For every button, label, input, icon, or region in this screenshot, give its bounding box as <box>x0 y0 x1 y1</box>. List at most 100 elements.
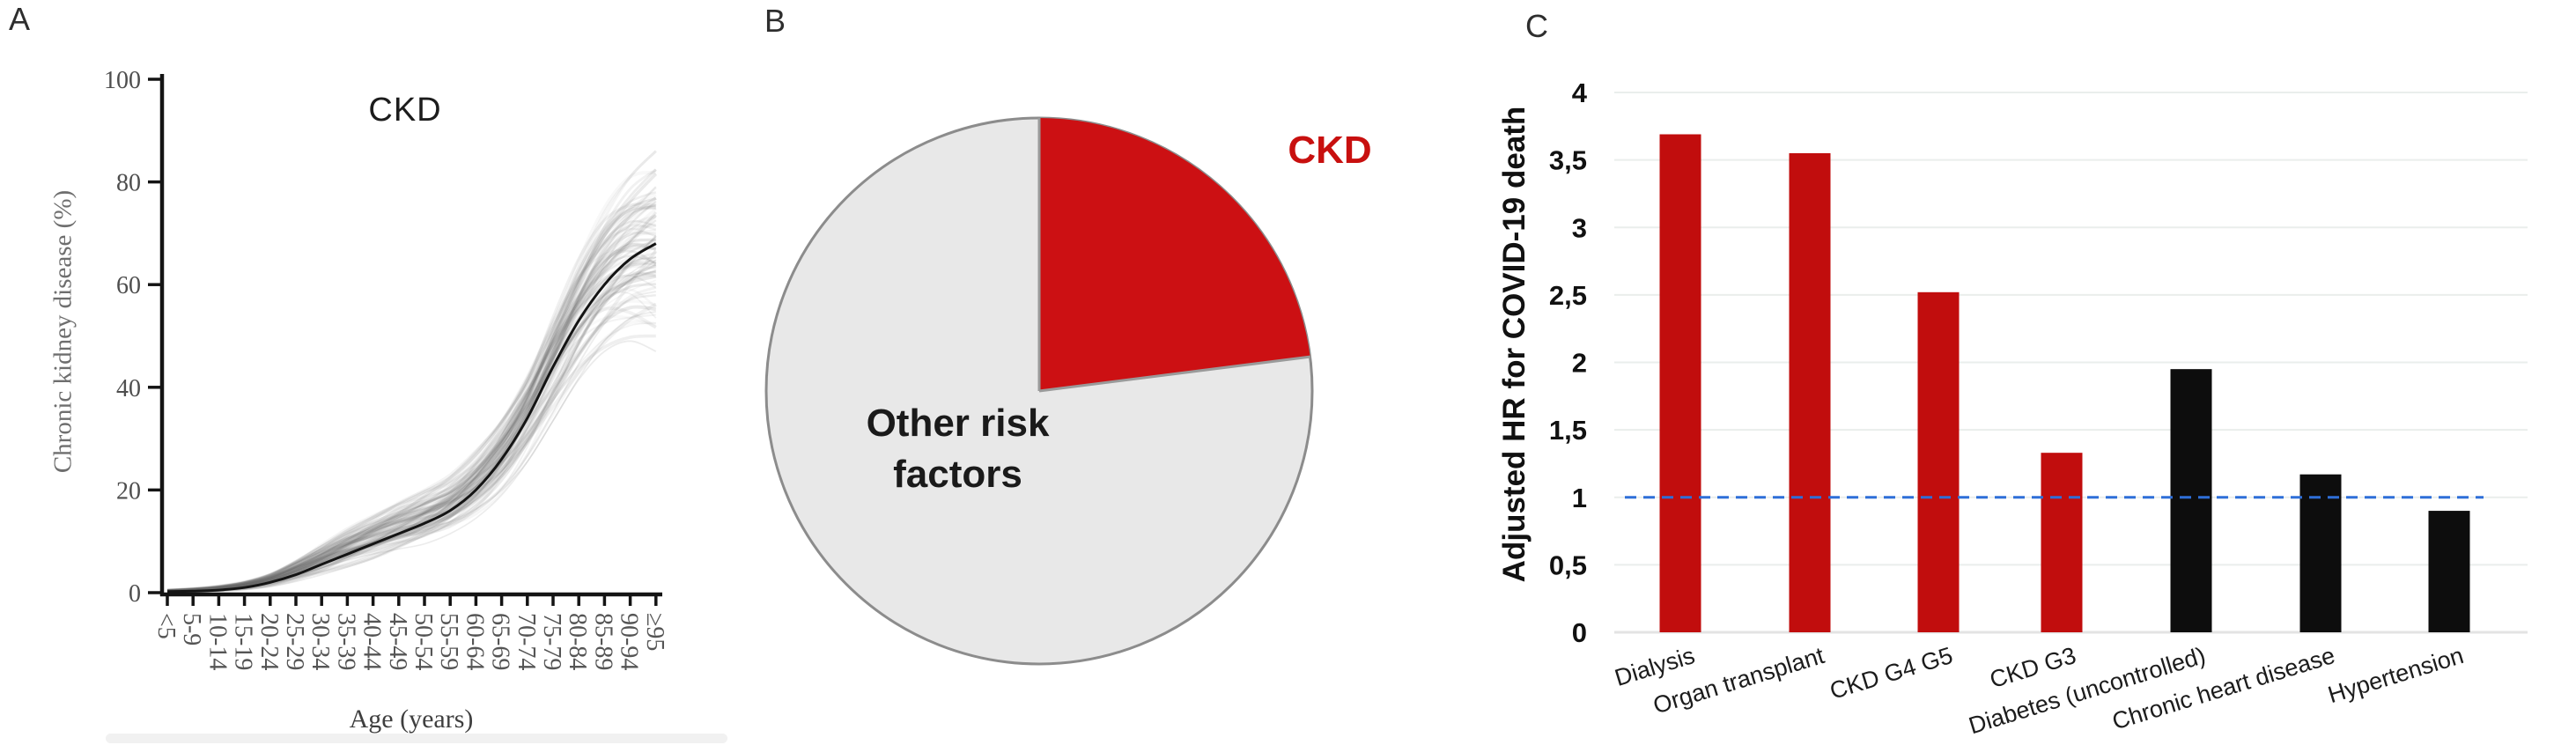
background-curve <box>166 196 657 593</box>
background-curve <box>166 262 656 593</box>
background-curve <box>166 219 657 593</box>
background-curve <box>166 314 657 594</box>
x-tick-label: 35-39 <box>332 613 359 670</box>
background-curve <box>166 243 657 593</box>
y-tick-label: 3,5 <box>1549 145 1587 176</box>
background-curve <box>166 202 657 593</box>
background-curve <box>166 269 657 592</box>
background-curve <box>166 237 657 593</box>
bar-hypertension <box>2428 511 2470 632</box>
background-curve <box>166 217 657 593</box>
background-curve <box>166 204 657 594</box>
background-curve <box>166 274 657 593</box>
background-curve <box>166 213 658 593</box>
x-tick-label: 70-74 <box>513 613 540 670</box>
y-tick-label: 80 <box>116 170 141 197</box>
bar-diabetes-uncontrolled- <box>2170 369 2212 632</box>
background-curve <box>166 211 657 592</box>
background-curve <box>166 252 657 593</box>
y-tick-label: 0 <box>129 580 141 608</box>
y-tick-label: 40 <box>116 375 141 402</box>
x-tick-label: 85-89 <box>589 613 616 670</box>
background-curve <box>166 242 656 593</box>
x-tick-label: 90-94 <box>616 613 643 670</box>
x-tick-label: 10-14 <box>203 613 231 670</box>
y-tick-label: 3 <box>1572 212 1587 243</box>
background-curve <box>166 236 657 593</box>
risk-factor-pie-chart <box>764 116 1314 666</box>
y-tick-label: 0 <box>1572 617 1587 648</box>
x-category-label: CKD G4 G5 <box>1827 642 1956 704</box>
background-curve <box>166 223 657 593</box>
panel-c-letter: C <box>1525 8 1548 44</box>
background-curve <box>166 311 657 593</box>
bar-organ-transplant <box>1789 152 1831 632</box>
background-curve <box>166 247 656 592</box>
background-curve <box>166 250 657 593</box>
x-tick-label: 15-19 <box>230 613 257 670</box>
background-curve <box>166 320 656 594</box>
x-tick-label: 55-59 <box>435 613 462 670</box>
background-curve <box>166 150 657 593</box>
background-curve <box>166 264 656 593</box>
background-curve <box>166 200 657 592</box>
panel-b: B CKD Other risk factors <box>757 0 1497 745</box>
y-tick-label: 0,5 <box>1549 550 1587 580</box>
background-curve <box>166 150 657 592</box>
background-curve <box>166 235 657 593</box>
background-curve <box>166 191 657 593</box>
background-curve <box>166 241 657 593</box>
x-tick-label: 5-9 <box>178 613 205 645</box>
pie-slice-ckd <box>1039 117 1310 391</box>
x-tick-label: 45-49 <box>384 613 411 670</box>
x-category-label: Chronic heart disease <box>2109 642 2338 734</box>
background-curve <box>166 231 656 593</box>
background-curve <box>166 246 656 592</box>
background-curve <box>166 220 657 593</box>
x-tick-label: 25-29 <box>281 613 308 670</box>
pie-slice-label-ckd: CKD <box>1288 129 1372 172</box>
y-tick-label: 100 <box>104 67 141 94</box>
background-curve <box>166 214 657 593</box>
x-tick-label: 60-64 <box>461 613 488 670</box>
background-curve <box>166 249 658 594</box>
background-curve <box>166 193 657 593</box>
pie-slice-label-other-risk-factors: Other risk factors <box>866 402 1050 497</box>
background-curve <box>166 168 657 592</box>
background-curve <box>166 224 657 593</box>
background-curve <box>166 186 657 593</box>
x-tick-label: 65-69 <box>487 613 514 670</box>
background-curve <box>166 254 657 593</box>
panel-a-x-axis-label: Age (years) <box>349 704 474 734</box>
background-curve <box>166 203 656 592</box>
background-curve <box>166 227 657 593</box>
y-tick-label: 2 <box>1572 348 1587 379</box>
y-tick-label: 4 <box>1572 77 1588 108</box>
x-tick-label: <5 <box>152 613 180 639</box>
y-tick-label: 1,5 <box>1549 415 1587 446</box>
y-tick-label: 20 <box>116 477 141 505</box>
background-curve <box>166 229 656 592</box>
background-curve <box>166 238 657 593</box>
background-curve <box>166 264 657 594</box>
x-tick-label: 20-24 <box>255 613 283 670</box>
background-curve <box>166 238 656 593</box>
background-curve <box>166 291 657 593</box>
curve-group <box>166 150 658 594</box>
background-curve <box>166 207 657 593</box>
panel-a-chart-title: CKD <box>368 92 442 129</box>
background-curve <box>166 173 658 593</box>
background-curve <box>166 242 657 594</box>
x-tick-label: 40-44 <box>358 613 386 670</box>
background-curve <box>166 260 657 593</box>
background-curve <box>166 168 657 592</box>
panel-a-footer-strip <box>106 734 727 743</box>
background-curve <box>166 186 657 592</box>
bar-chronic-heart-disease <box>2299 474 2342 632</box>
x-tick-label: 30-34 <box>306 613 334 670</box>
ckd-prevalence-line-chart: 0 20 40 60 80 100 <55-910-1415-1920-2425-2930-… <box>104 67 668 670</box>
bar-ckd-g3 <box>2041 453 2083 632</box>
bar-dialysis <box>1659 134 1701 632</box>
background-curve <box>166 279 657 593</box>
